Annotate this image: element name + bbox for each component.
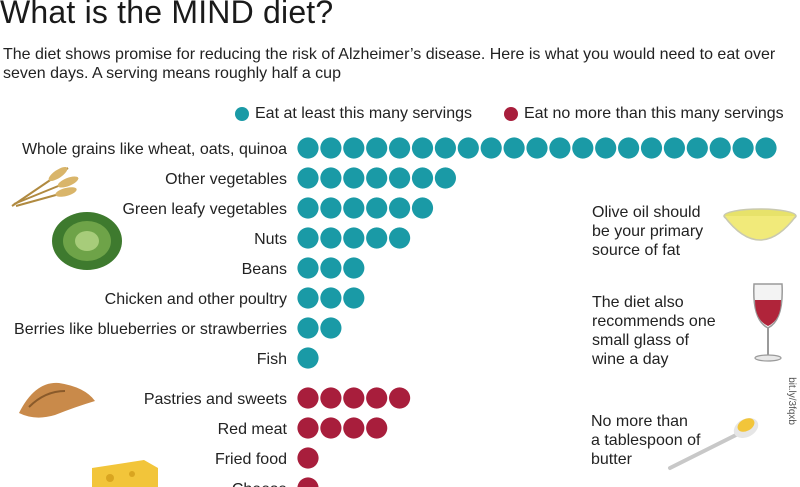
serving-dot-at-least [297,287,319,309]
legend-no-more-label: Eat no more than this many servings [523,105,784,122]
wine-note: The diet also recommends one small glass… [592,294,716,368]
wine-glass-illustration [753,283,783,362]
serving-dot-no-more [366,387,388,409]
serving-dot-at-least [297,317,319,339]
serving-dot-at-least [297,167,319,189]
serving-dot-no-more [297,477,319,487]
category-label: Fish [257,351,287,368]
serving-dot-no-more [297,417,319,439]
olive-oil-note: Olive oil should be your primary source … [592,204,704,259]
spoon-illustration [668,417,759,470]
serving-dot-at-least [640,137,663,159]
serving-dot-at-least [526,137,548,159]
serving-dot-at-least [663,137,686,159]
serving-dot-at-least [320,167,342,189]
category-label: Whole grains like wheat, oats, quinoa [22,141,287,158]
serving-dot-at-least [343,167,365,189]
serving-dot-at-least [389,227,411,249]
serving-dot-at-least [320,287,342,309]
serving-dot-at-least [343,257,365,279]
serving-dot-at-least [755,137,777,159]
source-credit: bit.ly/3fqxb [786,377,797,425]
serving-dot-no-more [297,447,319,469]
category-label: Other vegetables [165,171,287,188]
serving-dot-at-least [732,137,754,159]
serving-dot-at-least [480,137,502,159]
serving-dot-at-least [549,137,571,159]
category-label: Pastries and sweets [144,391,287,408]
serving-dot-at-least [434,167,456,189]
serving-dot-at-least [297,227,319,249]
serving-dot-at-least [343,137,365,159]
serving-dot-at-least [366,227,388,249]
serving-dot-at-least [411,137,434,159]
serving-dot-at-least [366,167,388,189]
serving-dot-no-more [366,417,388,439]
category-label: Cheese [232,481,287,487]
serving-dot-at-least [389,137,411,159]
serving-dot-at-least [686,137,708,159]
category-label: Beans [242,261,287,278]
serving-dot-at-least [320,257,342,279]
serving-dot-at-least [389,197,411,219]
legend-at-least: Eat at least this many servings [235,105,472,123]
serving-dot-at-least [297,347,319,369]
olive-oil-bowl-illustration [723,208,797,241]
legend: Eat at least this many servings Eat no m… [235,103,800,125]
cheese-illustration [92,460,158,487]
butter-note: No more than a tablespoon of butter [591,413,701,468]
legend-no-more: Eat no more than this many servings [503,105,784,123]
legend-at-least-swatch [235,107,249,121]
pastry-illustration [19,382,95,418]
serving-dot-at-least [572,137,594,159]
serving-dot-at-least [320,137,342,159]
serving-dot-no-more [320,387,342,409]
subtitle: The diet shows promise for reducing the … [3,46,776,82]
wheat-illustration [11,167,79,207]
cabbage-illustration [52,212,122,270]
serving-dot-at-least [297,137,319,159]
serving-dot-at-least [709,137,731,159]
serving-dot-at-least [320,227,342,249]
category-label: Chicken and other poultry [105,291,287,308]
category-label: Nuts [254,231,287,248]
page-title: What is the MIND diet? [0,0,334,30]
category-label: Berries like blueberries or strawberries [14,321,287,338]
serving-dot-at-least [320,197,342,219]
category-label: Red meat [218,421,288,438]
serving-dot-at-least [297,257,319,279]
serving-dot-at-least [411,167,434,189]
serving-dot-at-least [503,137,525,159]
serving-dot-at-least [618,137,640,159]
serving-dot-at-least [434,137,456,159]
serving-dot-no-more [343,417,365,439]
serving-dot-at-least [343,227,365,249]
serving-dot-no-more [320,417,342,439]
legend-at-least-label: Eat at least this many servings [255,105,472,122]
category-label: Green leafy vegetables [122,201,287,218]
serving-dot-no-more [343,387,365,409]
serving-dot-at-least [320,317,342,339]
serving-dot-no-more [297,387,319,409]
serving-dot-at-least [343,287,365,309]
serving-dot-at-least [366,137,388,159]
serving-dot-at-least [457,137,479,159]
serving-dot-at-least [297,197,319,219]
legend-no-more-swatch [503,107,518,121]
serving-dot-at-least [411,197,434,219]
serving-dot-at-least [389,167,411,189]
serving-dot-at-least [366,197,388,219]
category-label: Fried food [215,451,287,468]
serving-dot-no-more [389,387,411,409]
serving-dot-at-least [595,137,617,159]
serving-dot-at-least [343,197,365,219]
